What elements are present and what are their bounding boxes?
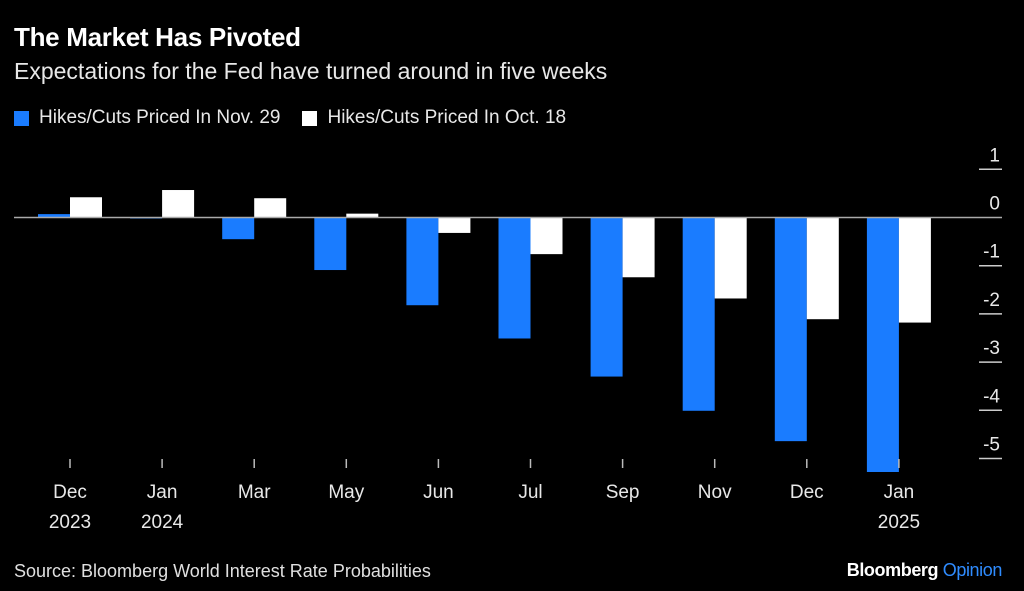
x-tick-label: Jan [884,482,915,503]
x-tick-label: Nov [698,482,732,503]
x-tick-label: May [328,482,364,503]
chart-title: The Market Has Pivoted [14,22,301,52]
x-tick-label: Jan [147,482,178,503]
bar-nov29 [774,217,807,442]
x-tick-label: Dec [53,482,87,503]
bar-nov29 [866,217,899,472]
y-tick-label: 1 [989,145,1000,166]
y-tick-label: -2 [983,290,1000,311]
legend: Hikes/Cuts Priced In Nov. 29 Hikes/Cuts … [14,107,566,129]
bar-oct18 [530,217,563,255]
bar-nov29 [406,217,439,306]
legend-swatch-blue [14,110,29,126]
bar-oct18 [254,198,287,218]
bar-oct18 [438,217,471,233]
x-tick-label: Jul [518,482,542,503]
bar-nov29 [38,214,70,218]
x-tick-label-year: 2025 [878,512,920,533]
bar-nov29 [498,217,531,339]
bar-oct18 [162,190,195,218]
chart-subtitle: Expectations for the Fed have turned aro… [14,58,608,84]
bloomberg-opinion-logo: Bloomberg Opinion [846,560,1003,581]
legend-label: Hikes/Cuts Priced In Nov. 29 [39,107,281,128]
bar-nov29 [222,217,255,240]
y-tick-label: 0 [989,194,1000,215]
logo-product: Opinion [942,560,1003,580]
y-tick-label: -3 [983,338,1000,359]
x-tick-label: Mar [238,482,271,503]
bar-oct18 [898,217,931,323]
x-tick-label: Sep [606,482,640,503]
y-tick-label: -5 [983,435,1000,456]
y-tick-label: -4 [983,386,1000,407]
bar-nov29 [314,217,347,271]
bar-nov29 [590,217,623,377]
y-tick-label: -1 [983,242,1000,263]
x-tick-label: Dec [790,482,824,503]
legend-swatch-white [302,110,318,126]
logo-brand: Bloomberg [846,560,939,580]
bar-oct18 [714,217,747,299]
legend-label: Hikes/Cuts Priced In Oct. 18 [327,107,567,128]
bar-nov29 [682,217,715,411]
x-tick-label: Jun [423,482,454,503]
bar-oct18 [622,217,655,278]
bar-oct18 [806,217,839,320]
source-note: Source: Bloomberg World Interest Rate Pr… [14,561,431,581]
x-tick-label-year: 2024 [141,512,184,533]
bar-oct18 [70,197,102,218]
bar-oct18 [346,213,379,218]
legend-item-nov29: Hikes/Cuts Priced In Nov. 29 [14,107,280,129]
legend-item-oct18: Hikes/Cuts Priced In Oct. 18 [302,107,566,129]
x-tick-label-year: 2023 [49,512,91,533]
